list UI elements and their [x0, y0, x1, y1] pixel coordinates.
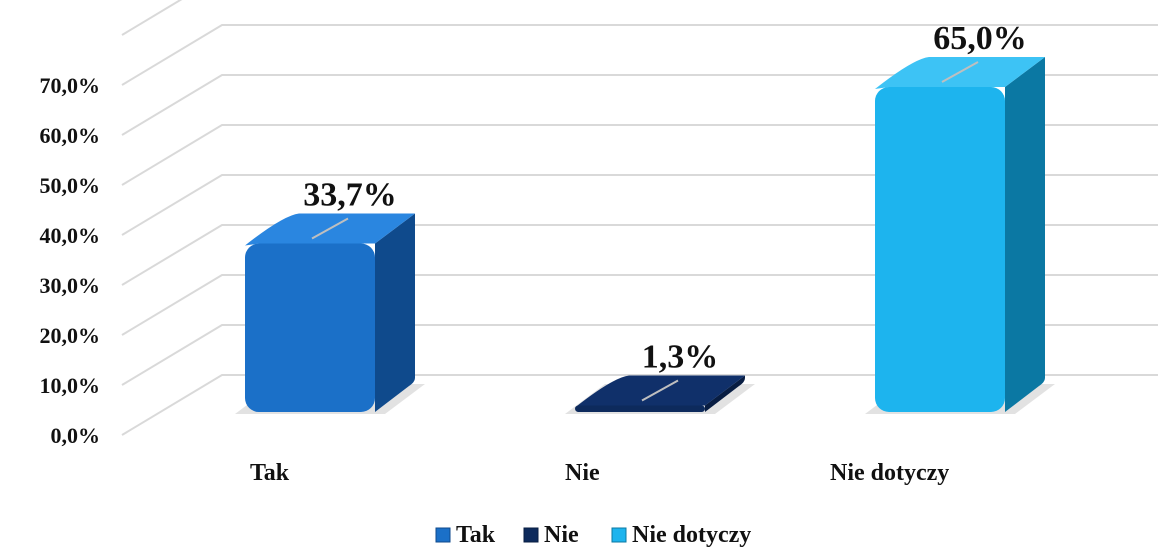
- y-axis-ticks: 0,0% 10,0% 20,0% 30,0% 40,0% 50,0% 60,0% 70,0%: [40, 73, 101, 448]
- bar-tak: 33,7%: [235, 177, 425, 414]
- legend-label: Nie dotyczy: [632, 522, 751, 548]
- grid-line: [121, 374, 1158, 436]
- legend: Tak Nie Nie dotyczy: [435, 522, 751, 548]
- bar-front-face: [875, 87, 1005, 412]
- legend-item: Tak: [435, 522, 496, 548]
- y-tick-label: 50,0%: [40, 173, 101, 198]
- y-tick-label: 70,0%: [40, 73, 101, 98]
- legend-label: Tak: [456, 522, 496, 548]
- legend-swatch: [611, 527, 627, 543]
- x-tick-label: Nie: [565, 460, 600, 486]
- y-tick-label: 10,0%: [40, 373, 101, 398]
- legend-label: Nie: [544, 522, 579, 548]
- bar-front-face: [245, 243, 375, 412]
- x-tick-label: Nie dotyczy: [830, 460, 949, 486]
- grid-line: [121, 0, 183, 36]
- data-label: 65,0%: [933, 20, 1027, 57]
- grid-line: [121, 124, 1158, 186]
- legend-swatch: [523, 527, 539, 543]
- bars: 33,7% 1,3% 65,0%: [235, 20, 1055, 414]
- bar-side-face: [705, 375, 745, 412]
- bar-nie: 1,3%: [565, 339, 755, 414]
- data-label: 33,7%: [303, 177, 397, 214]
- y-tick-label: 0,0%: [51, 423, 101, 448]
- data-label: 1,3%: [642, 339, 719, 376]
- grid-line: [121, 174, 1158, 236]
- y-tick-label: 30,0%: [40, 273, 101, 298]
- grid-line: [121, 74, 1158, 136]
- data-label-leader: [641, 379, 679, 402]
- bar-side-face: [1005, 57, 1045, 412]
- bar-nie-dotyczy: 65,0%: [865, 20, 1055, 414]
- grid-line: [121, 324, 1158, 386]
- data-label-leader: [941, 61, 979, 83]
- y-tick-label: 20,0%: [40, 323, 101, 348]
- grid-line: [121, 24, 1158, 86]
- bar-front-face: [575, 405, 705, 412]
- data-label-leader: [311, 217, 349, 240]
- legend-swatch: [435, 527, 451, 543]
- legend-item: Nie: [523, 522, 579, 548]
- grid-lines: [121, 0, 1158, 436]
- y-tick-label: 40,0%: [40, 223, 101, 248]
- grid-line: [121, 224, 1158, 286]
- legend-item: Nie dotyczy: [611, 522, 751, 548]
- x-tick-label: Tak: [250, 460, 290, 486]
- y-tick-label: 60,0%: [40, 123, 101, 148]
- bar-side-face: [375, 213, 415, 412]
- category-labels: Tak Nie Nie dotyczy: [250, 460, 949, 486]
- grid-line: [121, 274, 1158, 336]
